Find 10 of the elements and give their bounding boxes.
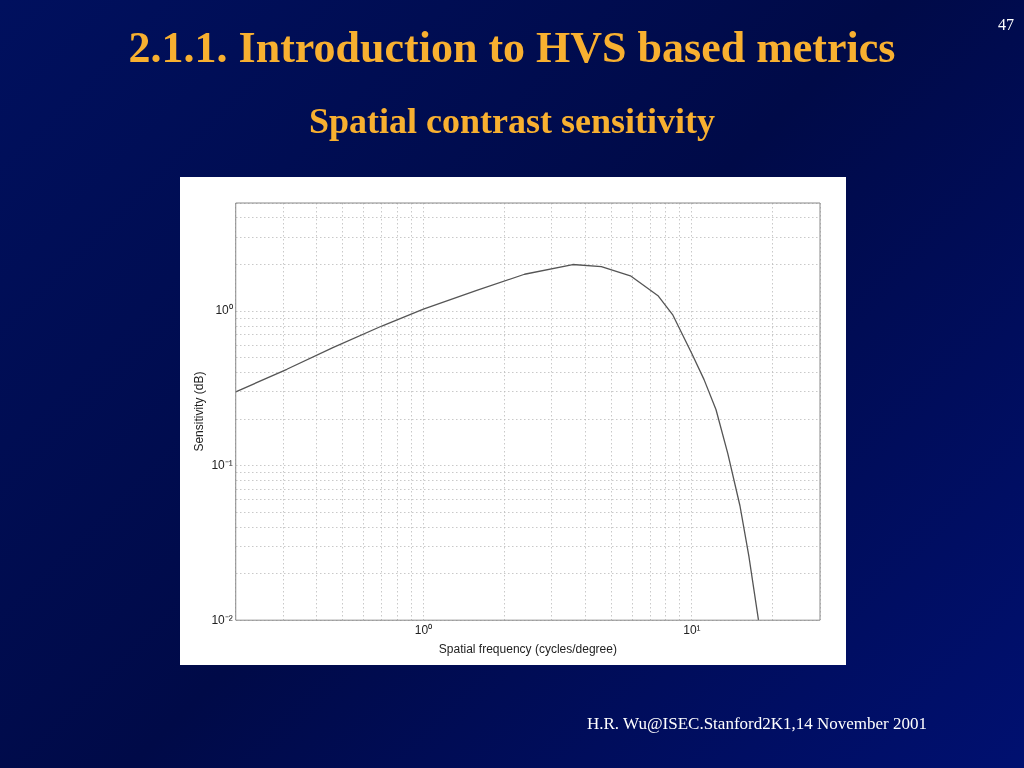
text: H.R. Wu@ISEC.Stanford2K1,14 November 2001 [587,714,927,734]
x-tick-label: 10¹ [683,622,701,637]
text: 47 [998,16,1014,34]
y-tick-label: 10⁻¹ [211,457,233,472]
chart-subtitle: Spatial contrast sensitivity [308,100,716,142]
y-tick-label: 10⁻² [211,612,233,627]
chart-title: 2.1.1. Introduction to HVS based metrics [128,23,896,72]
y-tick-label: 10⁰ [215,303,233,318]
x-axis-title: Spatial frequency (cycles/degree) [438,642,617,657]
y-axis-title: Sensitivity (dB) [191,371,206,452]
